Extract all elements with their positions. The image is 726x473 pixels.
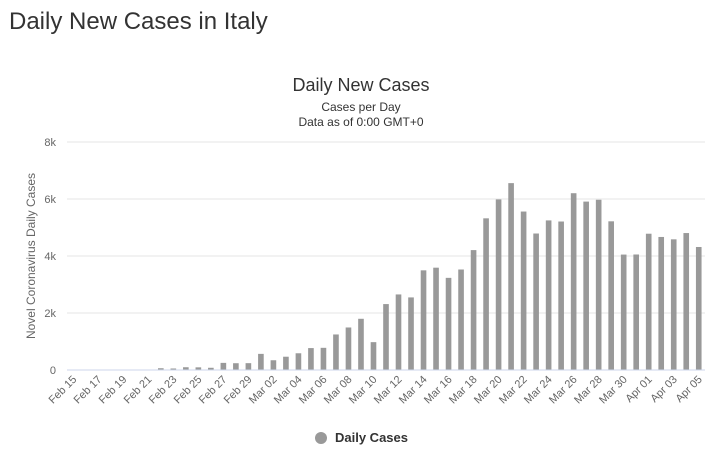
bar[interactable]: Feb 27: 250 [220,362,227,370]
x-tick-label: Apr 03 [648,374,679,405]
bar[interactable]: Feb 26: 78 [208,367,214,370]
bar[interactable]: Mar 15: 3590 [433,267,439,370]
y-tick-label: 8k [44,137,56,149]
bar[interactable]: Mar 16: 3233 [445,277,452,370]
bar[interactable]: Mar 06: 778 [320,347,327,370]
bar[interactable]: Mar 21: 6557 [508,183,514,370]
bar[interactable]: Mar 29: 5217 [608,221,614,370]
bar[interactable]: Feb 24: 97 [183,367,189,370]
bar[interactable]: Mar 28: 5974 [595,199,602,370]
bar[interactable]: Mar 14: 3497 [420,270,427,370]
chart-subtitle-line-2: Data as of 0:00 GMT+0 [298,115,423,129]
bar[interactable]: Mar 02: 342 [270,360,277,370]
bar[interactable]: Mar 22: 5560 [520,211,527,370]
legend-marker [315,432,327,444]
legend-label[interactable]: Daily Cases [335,430,408,445]
legend[interactable]: Daily Cases [315,430,408,445]
bar[interactable]: Feb 29: 240 [245,363,252,370]
y-tick-label: 2k [44,308,56,320]
bar[interactable]: Mar 20: 5986 [495,199,502,370]
bar[interactable]: Mar 12: 2651 [395,294,402,370]
bar[interactable]: Apr 03: 4585 [670,239,677,370]
y-tick-label: 6k [44,194,56,206]
bar[interactable]: Feb 25: 93 [195,367,202,370]
bar[interactable]: Mar 31: 4053 [633,254,640,370]
bar[interactable]: Mar 07: 1247 [333,334,339,370]
bar[interactable]: Mar 18: 4207 [470,250,477,370]
bar[interactable]: Apr 04: 4805 [683,233,690,370]
bar[interactable]: Mar 19: 5322 [483,218,489,370]
y-tick-label: 0 [50,365,56,377]
bar[interactable]: Mar 05: 769 [308,348,314,370]
y-tick-label: 4k [44,251,56,263]
chart-subtitle-line-1: Cases per Day [321,100,400,114]
bar[interactable]: Mar 17: 3526 [458,269,464,370]
y-tick-labels: 0 2k 4k 6k 8k [44,137,56,377]
x-tick-label: Apr 01 [623,374,654,405]
bar[interactable]: Apr 02: 4668 [658,236,665,370]
x-tick-label: Mar 30 [597,374,630,407]
bar[interactable]: Feb 22: 62 [158,368,164,370]
y-axis-label: Novel Coronavirus Daily Cases [24,173,38,339]
bar[interactable]: Mar 30: 4050 [620,254,627,370]
page-title: Daily New Cases in Italy [9,8,268,35]
bar[interactable]: Feb 23: 53 [170,368,177,370]
chart-title: Daily New Cases [292,75,429,95]
bar[interactable]: Mar 04: 587 [295,353,302,370]
bar[interactable]: Feb 28: 238 [233,363,239,370]
bar[interactable]: Mar 27: 5909 [583,201,589,370]
bar[interactable]: Mar 26: 6203 [570,193,577,370]
bar[interactable]: Mar 11: 2313 [383,304,389,370]
bar[interactable]: Apr 05: 4316 [695,246,702,370]
bar[interactable]: Mar 03: 466 [283,356,289,370]
bar[interactable]: Mar 23: 4789 [533,233,539,370]
x-tick-label: Apr 05 [673,374,704,405]
bar[interactable]: Mar 08: 1492 [345,327,352,370]
bar[interactable]: Apr 01: 4782 [645,233,652,370]
bar[interactable]: Mar 09: 1797 [358,318,364,370]
bar[interactable]: Mar 24: 5249 [545,220,552,370]
bar[interactable]: Mar 10: 977 [370,342,377,370]
bar[interactable]: Mar 25: 5210 [558,221,564,370]
bar[interactable]: Mar 13: 2547 [408,297,414,370]
bar[interactable]: Mar 01: 566 [258,353,264,370]
